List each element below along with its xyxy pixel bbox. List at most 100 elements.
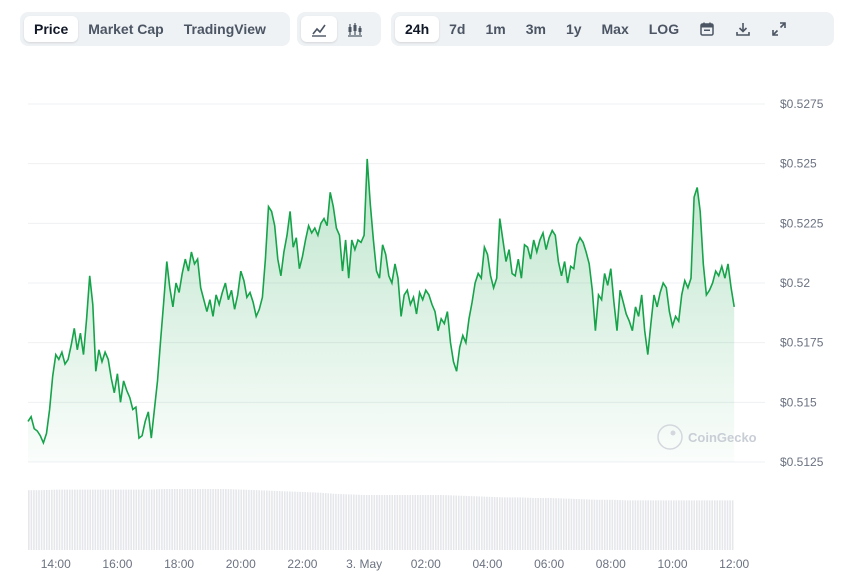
volume-bar — [542, 497, 545, 550]
line-chart-button[interactable] — [301, 16, 337, 42]
y-tick-label: $0.5175 — [780, 336, 824, 350]
tab-tradingview[interactable]: TradingView — [183, 21, 266, 37]
volume-bar — [312, 492, 314, 550]
volume-bar — [381, 494, 383, 550]
y-tick-label: $0.515 — [780, 395, 817, 409]
volume-bar — [632, 500, 634, 550]
volume-bar — [102, 489, 104, 550]
volume-bar — [171, 489, 173, 550]
volume-bar — [731, 500, 734, 550]
volume-bar — [314, 492, 317, 550]
volume-bar — [468, 496, 470, 550]
volume-bar — [698, 500, 701, 550]
volume-bar — [138, 489, 140, 550]
x-tick-label: 06:00 — [534, 557, 564, 571]
y-tick-label: $0.52 — [780, 276, 810, 290]
volume-bar — [360, 494, 363, 550]
volume-bar — [81, 489, 84, 550]
volume-bar — [401, 494, 404, 550]
range-1y[interactable]: 1y — [565, 21, 582, 37]
range-3m[interactable]: 3m — [525, 21, 546, 37]
range-tab-group: 24h 7d 1m 3m 1y Max LOG — [391, 12, 834, 46]
volume-bar — [429, 494, 432, 550]
volume-bar — [255, 490, 258, 550]
volume-bar — [394, 494, 396, 550]
volume-bar — [434, 494, 437, 550]
volume-bar — [355, 494, 358, 550]
volume-bar — [194, 489, 196, 550]
watermark-text: CoinGecko — [688, 430, 757, 445]
volume-bar — [391, 494, 394, 550]
volume-bar — [358, 494, 360, 550]
volume-bar — [575, 499, 578, 550]
volume-bar — [475, 496, 478, 550]
volume-bar — [588, 499, 591, 550]
volume-bar — [301, 491, 304, 550]
volume-bar — [598, 499, 601, 550]
range-log[interactable]: LOG — [648, 21, 680, 37]
volume-bar — [89, 489, 92, 550]
volume-bar — [611, 499, 614, 550]
volume-bar — [463, 495, 465, 550]
volume-bar — [655, 500, 657, 550]
volume-bar — [726, 500, 729, 550]
range-7d[interactable]: 7d — [449, 21, 466, 37]
volume-bar — [125, 489, 127, 550]
volume-bar — [112, 489, 115, 550]
expand-button[interactable] — [761, 16, 797, 42]
volume-bar — [48, 489, 51, 550]
volume-bar — [519, 497, 522, 550]
volume-bar — [289, 491, 291, 550]
x-tick-label: 3. May — [346, 557, 382, 571]
volume-bar — [184, 489, 186, 550]
volume-bar — [642, 500, 644, 550]
volume-bar — [378, 494, 381, 550]
volume-bar — [294, 491, 296, 550]
volume-bar — [411, 494, 414, 550]
volume-bar — [716, 500, 719, 550]
volume-bar — [317, 492, 319, 550]
y-tick-label: $0.5275 — [780, 97, 824, 111]
volume-bar — [437, 494, 440, 550]
volume-bar — [521, 497, 524, 550]
volume-bar — [186, 489, 189, 550]
tab-market-cap[interactable]: Market Cap — [88, 21, 164, 37]
volume-bar — [506, 497, 509, 550]
volume-bar — [675, 500, 678, 550]
volume-bar — [457, 495, 460, 550]
volume-bar — [217, 489, 219, 550]
volume-bar — [299, 491, 301, 550]
volume-bar — [616, 499, 619, 550]
volume-bar — [97, 489, 99, 550]
volume-bar — [235, 489, 237, 550]
volume-bar — [163, 489, 166, 550]
range-1m[interactable]: 1m — [485, 21, 506, 37]
volume-bar — [283, 491, 286, 550]
download-button[interactable] — [725, 16, 761, 42]
calendar-button[interactable] — [689, 16, 725, 42]
volume-bar — [550, 498, 552, 550]
y-tick-label: $0.525 — [780, 157, 817, 171]
volume-bar — [84, 489, 86, 550]
volume-bar — [266, 490, 268, 550]
volume-bar — [637, 500, 639, 550]
volume-bar — [40, 490, 43, 550]
volume-bar — [79, 489, 81, 550]
volume-bar — [560, 498, 562, 550]
volume-bar — [260, 490, 263, 550]
volume-bar — [350, 494, 353, 550]
volume-bar — [601, 499, 603, 550]
volume-bar — [678, 500, 680, 550]
volume-bar — [417, 494, 419, 550]
x-axis-ticks: 14:00 16:00 18:00 20:00 22:00 3. May 02:00 04:0… — [41, 557, 750, 571]
range-max[interactable]: Max — [601, 21, 629, 37]
volume-bar — [657, 500, 660, 550]
tab-price[interactable]: Price — [24, 16, 79, 42]
volume-bar — [232, 489, 235, 550]
candlestick-chart-button[interactable] — [337, 16, 373, 42]
volume-bar — [212, 489, 214, 550]
volume-bar — [606, 499, 609, 550]
range-24h[interactable]: 24h — [395, 16, 440, 42]
volume-bar — [647, 500, 649, 550]
